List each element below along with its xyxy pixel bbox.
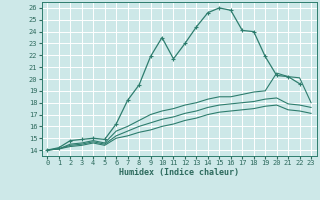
X-axis label: Humidex (Indice chaleur): Humidex (Indice chaleur)	[119, 168, 239, 177]
